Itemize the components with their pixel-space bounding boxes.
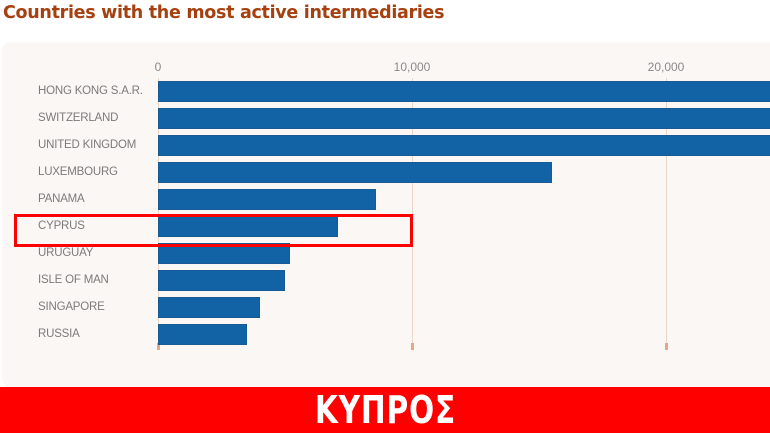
gridline: [158, 78, 159, 343]
x-tick-mark: [411, 343, 414, 350]
category-label: CYPRUS: [38, 220, 85, 232]
bar: [158, 324, 247, 345]
bar: [158, 162, 552, 183]
x-tick-mark: [665, 343, 668, 350]
x-tick-label: 10,000: [393, 60, 431, 74]
category-label: URUGUAY: [38, 247, 94, 259]
category-label: SINGAPORE: [38, 301, 105, 313]
gridline: [666, 78, 667, 343]
banner: ΚΥΠΡΟΣ: [0, 387, 770, 433]
category-label: HONG KONG S.A.R.: [38, 85, 143, 97]
x-tick-mark: [157, 343, 160, 350]
bar: [158, 243, 291, 264]
cyprus-highlight-box: [14, 214, 413, 247]
category-label: LUXEMBOURG: [38, 166, 118, 178]
bar-chart: 0 10,000 20,000 HONG KONG S.A.R. SWITZERLAND…: [38, 60, 770, 350]
x-tick-label: 20,000: [647, 60, 685, 74]
category-label: SWITZERLAND: [38, 112, 119, 124]
bar: [158, 135, 770, 156]
bar: [158, 81, 770, 102]
category-label: RUSSIA: [38, 328, 80, 340]
chart-title: Countries with the most active intermedi…: [3, 3, 445, 23]
bar: [158, 189, 377, 210]
bar: [158, 297, 260, 318]
gridline: [412, 78, 413, 343]
bar: [158, 216, 339, 237]
category-label: ISLE OF MAN: [38, 274, 109, 286]
x-tick-label: 0: [154, 60, 162, 74]
category-label: PANAMA: [38, 193, 85, 205]
bar: [158, 270, 285, 291]
bar: [158, 108, 770, 129]
category-label: UNITED KINGDOM: [38, 139, 137, 151]
banner-text: ΚΥΠΡΟΣ: [314, 388, 456, 432]
